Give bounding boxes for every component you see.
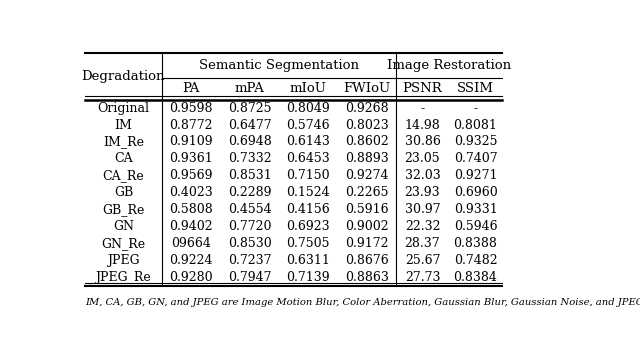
Text: 0.5946: 0.5946: [454, 220, 497, 233]
Text: mIoU: mIoU: [290, 82, 326, 95]
Text: 0.4156: 0.4156: [286, 203, 330, 216]
Text: -: -: [474, 102, 477, 115]
Text: 0.9598: 0.9598: [170, 102, 213, 115]
Text: 0.4554: 0.4554: [228, 203, 271, 216]
Text: 0.9280: 0.9280: [170, 271, 213, 284]
Text: 0.1524: 0.1524: [286, 186, 330, 199]
Text: 0.4023: 0.4023: [169, 186, 213, 199]
Text: 0.6311: 0.6311: [286, 254, 330, 267]
Text: 0.9274: 0.9274: [345, 169, 388, 182]
Text: 0.7947: 0.7947: [228, 271, 271, 284]
Text: 14.98: 14.98: [404, 119, 440, 132]
Text: 32.03: 32.03: [404, 169, 440, 182]
Text: SSIM: SSIM: [457, 82, 494, 95]
Text: 0.6960: 0.6960: [454, 186, 497, 199]
Text: GB: GB: [114, 186, 133, 199]
Text: PSNR: PSNR: [403, 82, 442, 95]
Text: 23.93: 23.93: [404, 186, 440, 199]
Text: Degradation: Degradation: [82, 70, 165, 83]
Text: 30.86: 30.86: [404, 136, 440, 148]
Text: 0.7332: 0.7332: [228, 152, 271, 165]
Text: GB_Re: GB_Re: [102, 203, 145, 216]
Text: 0.9325: 0.9325: [454, 136, 497, 148]
Text: 0.8772: 0.8772: [170, 119, 213, 132]
Text: 0.8602: 0.8602: [345, 136, 388, 148]
Text: 0.9361: 0.9361: [169, 152, 213, 165]
Text: GN: GN: [113, 220, 134, 233]
Text: 0.7407: 0.7407: [454, 152, 497, 165]
Text: 0.8676: 0.8676: [345, 254, 388, 267]
Text: IM, CA, GB, GN, and JPEG are Image Motion Blur, Color Aberration, Gaussian Blur,: IM, CA, GB, GN, and JPEG are Image Motio…: [85, 298, 640, 307]
Text: 0.6948: 0.6948: [228, 136, 271, 148]
Text: 0.9109: 0.9109: [170, 136, 213, 148]
Text: mPA: mPA: [235, 82, 264, 95]
Text: 0.9271: 0.9271: [454, 169, 497, 182]
Text: 0.8049: 0.8049: [286, 102, 330, 115]
Text: 22.32: 22.32: [404, 220, 440, 233]
Text: IM: IM: [115, 119, 132, 132]
Text: 0.8384: 0.8384: [454, 271, 497, 284]
Text: Original: Original: [97, 102, 149, 115]
Text: 0.7139: 0.7139: [286, 271, 330, 284]
Text: 0.9002: 0.9002: [345, 220, 388, 233]
Text: 0.7150: 0.7150: [286, 169, 330, 182]
Text: 25.67: 25.67: [404, 254, 440, 267]
Text: 23.05: 23.05: [404, 152, 440, 165]
Text: Semantic Segmentation: Semantic Segmentation: [199, 59, 359, 72]
Text: JPEG_Re: JPEG_Re: [95, 271, 151, 284]
Text: 0.8530: 0.8530: [228, 237, 271, 250]
Text: GN_Re: GN_Re: [101, 237, 145, 250]
Text: 0.6923: 0.6923: [286, 220, 330, 233]
Text: 0.5746: 0.5746: [286, 119, 330, 132]
Text: 0.7505: 0.7505: [287, 237, 330, 250]
Text: 0.2265: 0.2265: [345, 186, 388, 199]
Text: 0.7237: 0.7237: [228, 254, 271, 267]
Text: 0.9172: 0.9172: [345, 237, 388, 250]
Text: 0.6477: 0.6477: [228, 119, 271, 132]
Text: 0.5808: 0.5808: [169, 203, 213, 216]
Text: 30.97: 30.97: [404, 203, 440, 216]
Text: 0.9331: 0.9331: [454, 203, 497, 216]
Text: 0.8863: 0.8863: [345, 271, 388, 284]
Text: 0.9224: 0.9224: [170, 254, 213, 267]
Text: -: -: [420, 102, 424, 115]
Text: 0.7720: 0.7720: [228, 220, 271, 233]
Text: 0.2289: 0.2289: [228, 186, 271, 199]
Text: 0.6453: 0.6453: [286, 152, 330, 165]
Text: Image Restoration: Image Restoration: [387, 59, 511, 72]
Text: CA_Re: CA_Re: [102, 169, 144, 182]
Text: IM_Re: IM_Re: [103, 136, 144, 148]
Text: 0.8081: 0.8081: [454, 119, 497, 132]
Text: JPEG: JPEG: [107, 254, 140, 267]
Text: 0.9268: 0.9268: [345, 102, 388, 115]
Text: FWIoU: FWIoU: [343, 82, 390, 95]
Text: 0.8893: 0.8893: [345, 152, 388, 165]
Text: CA: CA: [114, 152, 132, 165]
Text: 0.8531: 0.8531: [228, 169, 271, 182]
Text: PA: PA: [182, 82, 200, 95]
Text: 0.9402: 0.9402: [170, 220, 213, 233]
Text: 0.8388: 0.8388: [454, 237, 497, 250]
Text: 0.9569: 0.9569: [170, 169, 213, 182]
Text: 09664: 09664: [171, 237, 211, 250]
Text: 0.7482: 0.7482: [454, 254, 497, 267]
Text: 28.37: 28.37: [404, 237, 440, 250]
Text: 0.8023: 0.8023: [345, 119, 388, 132]
Text: 0.6143: 0.6143: [286, 136, 330, 148]
Text: 27.73: 27.73: [404, 271, 440, 284]
Text: 0.8725: 0.8725: [228, 102, 271, 115]
Text: 0.5916: 0.5916: [345, 203, 388, 216]
